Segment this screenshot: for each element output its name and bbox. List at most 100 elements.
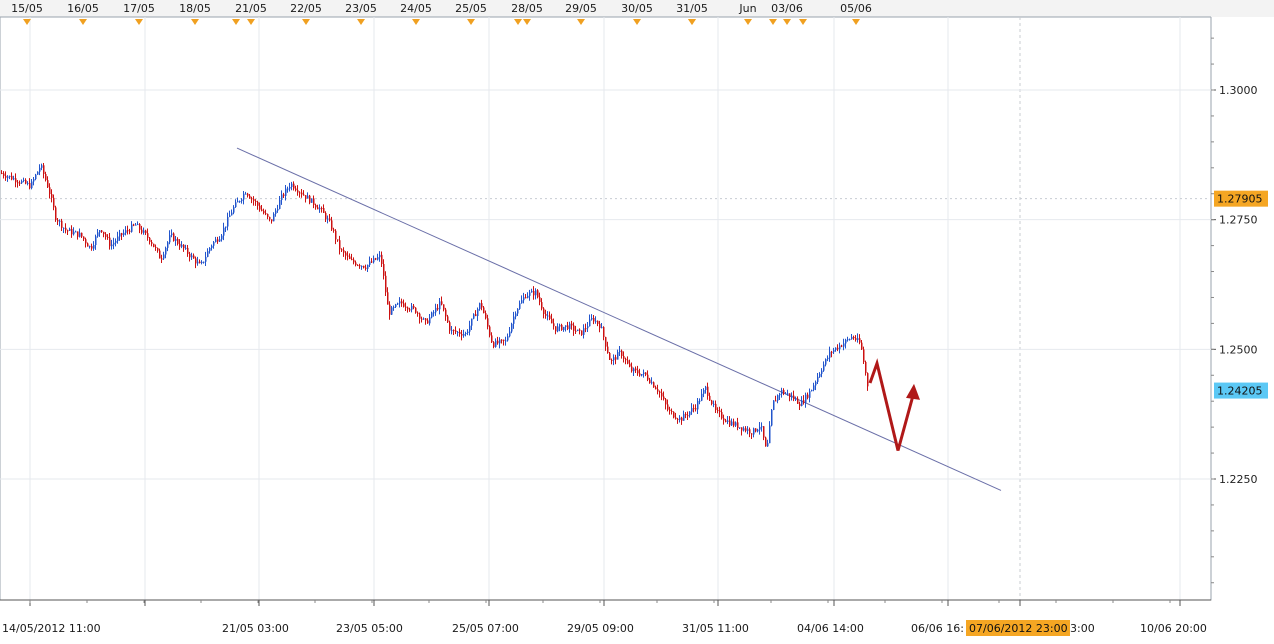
candle-body [457,331,459,333]
candle-body [655,387,657,390]
candle-body [103,231,105,235]
candle-body [521,300,523,304]
top-date-label: 25/05 [455,2,487,15]
candle-body [449,322,451,331]
candle-body [523,297,525,301]
candle-body [527,295,529,298]
candle-body [495,340,497,347]
candle-body [445,309,447,317]
candle-body [731,421,733,426]
candle-body [803,400,805,403]
candle-body [405,306,407,308]
candle-body [387,292,389,305]
candle-body [49,187,51,195]
candle-body [363,265,365,268]
candle-body [487,318,489,327]
candle-body [811,389,813,392]
candle-body [773,400,775,410]
candle-body [615,357,617,360]
candle-body [159,250,161,259]
candle-body [97,232,99,237]
candle-body [5,175,7,178]
candle-body [235,202,237,208]
candle-body [355,262,357,266]
candle-body [329,218,331,221]
candle-body [713,403,715,405]
candle-body [319,208,321,210]
candle-body [19,182,21,184]
candle-body [613,357,615,361]
candle-body [275,210,277,214]
candle-body [427,320,429,324]
price-marker [1214,190,1268,207]
candle-body [621,350,623,356]
candles [1,163,869,447]
x-tick-label: 14/05/2012 11:00 [2,622,101,635]
candle-body [155,246,157,248]
y-tick-label: 1.2250 [1219,473,1258,486]
candle-body [181,244,183,247]
session-marker-icon [467,19,475,25]
candle-body [199,261,201,264]
session-marker-icon [769,19,777,25]
candle-body [251,198,253,200]
candle-body [785,393,787,395]
top-date-label: 17/05 [123,2,155,15]
candle-body [81,232,83,237]
candle-body [43,165,45,174]
candle-body [727,420,729,422]
candle-body [617,352,619,360]
candle-body [767,443,769,447]
candle-body [89,246,91,248]
candle-body [221,235,223,240]
candle-body [373,258,375,263]
candle-body [201,261,203,264]
session-marker-icon [232,19,240,25]
candle-body [455,330,457,333]
candle-body [287,188,289,190]
candle-body [601,327,603,329]
session-marker-icon [783,19,791,25]
candle-body [37,171,39,175]
candle-body [233,207,235,213]
candle-body [747,429,749,431]
candle-body [195,258,197,264]
candle-body [739,427,741,429]
candle-body [219,239,221,242]
candle-body [699,400,701,402]
candle-body [439,301,441,310]
candle-body [755,428,757,432]
candle-body [605,337,607,347]
candle-body [327,218,329,220]
candle-body [419,313,421,319]
candle-body [53,197,55,208]
y-tick-label: 1.2500 [1219,343,1258,356]
candle-body [383,264,385,276]
candle-body [763,426,765,438]
candle-body [87,243,89,247]
candle-body [33,179,35,182]
candle-body [403,303,405,307]
candle-body [401,301,403,304]
candle-body [805,394,807,403]
session-marker-icon [79,19,87,25]
candle-body [311,198,313,203]
candle-body [75,231,77,233]
candle-body [683,414,685,421]
candle-body [677,418,679,420]
candle-body [631,366,633,372]
candle-body [367,264,369,269]
candle-body [123,232,125,235]
candle-body [451,330,453,332]
candle-body [779,393,781,396]
candle-body [721,412,723,419]
candle-body [415,307,417,313]
candle-body [15,178,17,183]
candle-body [391,307,393,315]
candle-body [359,265,361,267]
candle-body [177,239,179,244]
candle-body [409,309,411,311]
top-date-label: 29/05 [565,2,597,15]
